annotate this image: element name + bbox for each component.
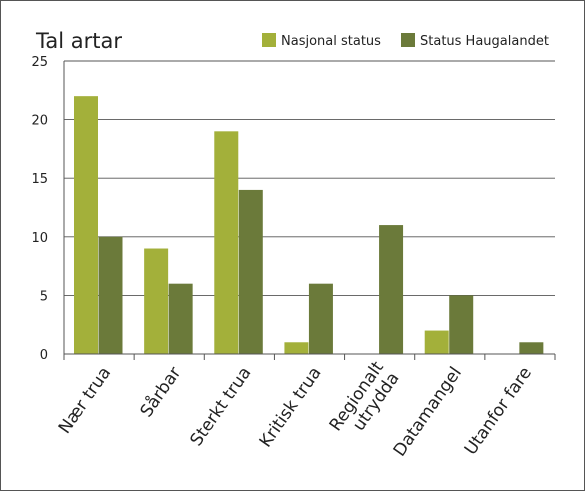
y-tick-label: 15	[31, 172, 48, 187]
bar-nasjonal	[424, 330, 449, 354]
bar-haugalandet	[98, 236, 123, 354]
bar-haugalandet	[238, 189, 263, 354]
y-tick-label: 20	[31, 114, 48, 129]
y-tick-label: 10	[31, 231, 48, 246]
axes	[63, 61, 556, 360]
legend-label: Status Haugalandet	[420, 34, 549, 49]
bar-haugalandet	[308, 283, 333, 354]
y-tick-labels: 0 5 10 15 20 25	[31, 55, 48, 363]
bar-haugalandet	[379, 225, 404, 354]
legend-swatch	[401, 33, 415, 47]
y-tick-label: 0	[40, 348, 48, 363]
bar-nasjonal	[214, 131, 239, 354]
bar-nasjonal	[284, 342, 309, 354]
bar-nasjonal	[74, 96, 98, 354]
chart-title: Tal artar	[35, 29, 122, 53]
bar-haugalandet	[168, 283, 193, 354]
legend-label: Nasjonal status	[281, 34, 381, 49]
bar-haugalandet	[519, 342, 544, 354]
bar-haugalandet	[449, 295, 474, 354]
bar-nasjonal	[144, 248, 169, 354]
legend-swatch	[262, 33, 276, 47]
y-tick-label: 5	[40, 289, 48, 304]
y-tick-label: 25	[31, 55, 48, 70]
bars	[74, 96, 544, 354]
legend: Nasjonal status Status Haugalandet	[262, 33, 549, 49]
